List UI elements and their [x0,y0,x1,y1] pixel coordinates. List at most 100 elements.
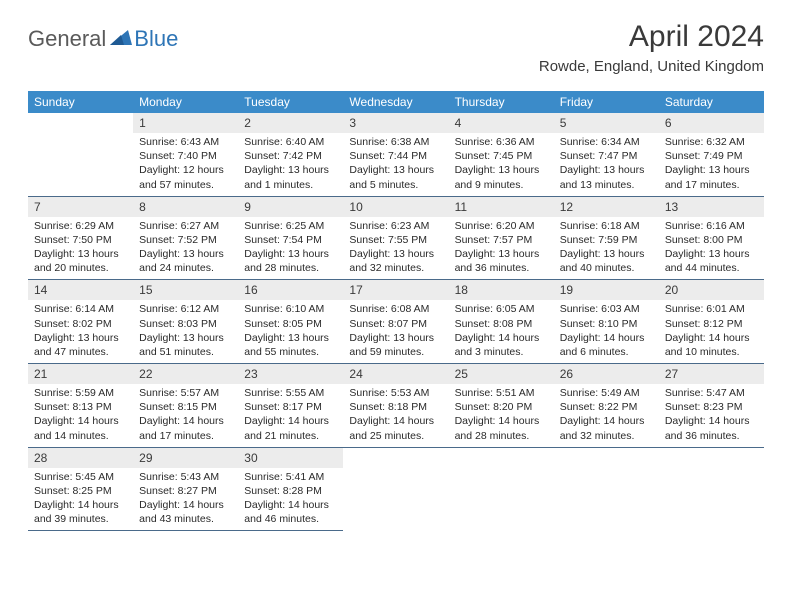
calendar-cell: 12Sunrise: 6:18 AMSunset: 7:59 PMDayligh… [554,197,659,281]
cell-date: 10 [343,197,448,217]
calendar-cell: 23Sunrise: 5:55 AMSunset: 8:17 PMDayligh… [238,364,343,448]
sunset-text: Sunset: 8:00 PM [665,233,758,247]
cell-body: Sunrise: 6:01 AMSunset: 8:12 PMDaylight:… [659,300,764,363]
cell-body: Sunrise: 5:43 AMSunset: 8:27 PMDaylight:… [133,468,238,531]
cell-date: 24 [343,364,448,384]
cell-body: Sunrise: 6:12 AMSunset: 8:03 PMDaylight:… [133,300,238,363]
daylight-text: Daylight: 13 hours and 32 minutes. [349,247,442,275]
day-headers-row: SundayMondayTuesdayWednesdayThursdayFrid… [28,91,764,113]
daylight-text: Daylight: 13 hours and 51 minutes. [139,331,232,359]
sunset-text: Sunset: 8:23 PM [665,400,758,414]
daylight-text: Daylight: 13 hours and 44 minutes. [665,247,758,275]
daylight-text: Daylight: 14 hours and 3 minutes. [455,331,548,359]
sunrise-text: Sunrise: 6:18 AM [560,219,653,233]
header: General Blue April 2024 Rowde, England, … [0,0,792,83]
brand-triangle-icon [110,27,132,52]
sunrise-text: Sunrise: 5:43 AM [139,470,232,484]
calendar-cell: 28Sunrise: 5:45 AMSunset: 8:25 PMDayligh… [28,448,133,532]
daylight-text: Daylight: 14 hours and 14 minutes. [34,414,127,442]
calendar-cell: 26Sunrise: 5:49 AMSunset: 8:22 PMDayligh… [554,364,659,448]
sunrise-text: Sunrise: 6:25 AM [244,219,337,233]
sunrise-text: Sunrise: 6:34 AM [560,135,653,149]
day-header: Saturday [659,91,764,113]
sunrise-text: Sunrise: 6:03 AM [560,302,653,316]
cell-body: Sunrise: 6:38 AMSunset: 7:44 PMDaylight:… [343,133,448,196]
cell-date: 8 [133,197,238,217]
cell-date: 9 [238,197,343,217]
calendar-cell: 9Sunrise: 6:25 AMSunset: 7:54 PMDaylight… [238,197,343,281]
cell-date: 18 [449,280,554,300]
cell-body: Sunrise: 5:57 AMSunset: 8:15 PMDaylight:… [133,384,238,447]
calendar-cell: 21Sunrise: 5:59 AMSunset: 8:13 PMDayligh… [28,364,133,448]
cell-body: Sunrise: 6:20 AMSunset: 7:57 PMDaylight:… [449,217,554,280]
cell-body: Sunrise: 5:55 AMSunset: 8:17 PMDaylight:… [238,384,343,447]
calendar-cell: 6Sunrise: 6:32 AMSunset: 7:49 PMDaylight… [659,113,764,197]
cell-date: 30 [238,448,343,468]
sunrise-text: Sunrise: 6:20 AM [455,219,548,233]
calendar-cell: 15Sunrise: 6:12 AMSunset: 8:03 PMDayligh… [133,280,238,364]
calendar-cell: 17Sunrise: 6:08 AMSunset: 8:07 PMDayligh… [343,280,448,364]
cell-date: 16 [238,280,343,300]
daylight-text: Daylight: 13 hours and 20 minutes. [34,247,127,275]
cell-body: Sunrise: 5:49 AMSunset: 8:22 PMDaylight:… [554,384,659,447]
cell-body: Sunrise: 6:25 AMSunset: 7:54 PMDaylight:… [238,217,343,280]
daylight-text: Daylight: 13 hours and 5 minutes. [349,163,442,191]
sunset-text: Sunset: 8:22 PM [560,400,653,414]
daylight-text: Daylight: 13 hours and 40 minutes. [560,247,653,275]
sunset-text: Sunset: 8:27 PM [139,484,232,498]
cell-body: Sunrise: 6:18 AMSunset: 7:59 PMDaylight:… [554,217,659,280]
calendar-cell: 20Sunrise: 6:01 AMSunset: 8:12 PMDayligh… [659,280,764,364]
day-header: Wednesday [343,91,448,113]
daylight-text: Daylight: 13 hours and 36 minutes. [455,247,548,275]
calendar-cell: 3Sunrise: 6:38 AMSunset: 7:44 PMDaylight… [343,113,448,197]
sunset-text: Sunset: 8:02 PM [34,317,127,331]
calendar-cell: 30Sunrise: 5:41 AMSunset: 8:28 PMDayligh… [238,448,343,532]
cell-body: Sunrise: 6:34 AMSunset: 7:47 PMDaylight:… [554,133,659,196]
cell-date: 11 [449,197,554,217]
cell-date: 3 [343,113,448,133]
sunset-text: Sunset: 7:45 PM [455,149,548,163]
sunset-text: Sunset: 7:52 PM [139,233,232,247]
calendar-week: 14Sunrise: 6:14 AMSunset: 8:02 PMDayligh… [28,280,764,364]
calendar-cell [659,448,764,532]
daylight-text: Daylight: 14 hours and 43 minutes. [139,498,232,526]
daylight-text: Daylight: 14 hours and 39 minutes. [34,498,127,526]
calendar-cell: 18Sunrise: 6:05 AMSunset: 8:08 PMDayligh… [449,280,554,364]
calendar-cell: 2Sunrise: 6:40 AMSunset: 7:42 PMDaylight… [238,113,343,197]
calendar-cell: 7Sunrise: 6:29 AMSunset: 7:50 PMDaylight… [28,197,133,281]
sunrise-text: Sunrise: 6:12 AM [139,302,232,316]
cell-body: Sunrise: 6:10 AMSunset: 8:05 PMDaylight:… [238,300,343,363]
cell-date: 14 [28,280,133,300]
day-header: Thursday [449,91,554,113]
sunset-text: Sunset: 7:57 PM [455,233,548,247]
cell-date: 29 [133,448,238,468]
sunset-text: Sunset: 7:50 PM [34,233,127,247]
daylight-text: Daylight: 14 hours and 6 minutes. [560,331,653,359]
sunrise-text: Sunrise: 5:49 AM [560,386,653,400]
cell-date [28,113,133,119]
sunset-text: Sunset: 7:55 PM [349,233,442,247]
cell-date: 26 [554,364,659,384]
calendar-cell: 11Sunrise: 6:20 AMSunset: 7:57 PMDayligh… [449,197,554,281]
sunrise-text: Sunrise: 6:43 AM [139,135,232,149]
cell-date: 5 [554,113,659,133]
cell-date [659,448,764,454]
sunrise-text: Sunrise: 5:47 AM [665,386,758,400]
sunrise-text: Sunrise: 6:14 AM [34,302,127,316]
daylight-text: Daylight: 14 hours and 28 minutes. [455,414,548,442]
calendar-week: 28Sunrise: 5:45 AMSunset: 8:25 PMDayligh… [28,448,764,532]
cell-body: Sunrise: 5:51 AMSunset: 8:20 PMDaylight:… [449,384,554,447]
calendar-week: 7Sunrise: 6:29 AMSunset: 7:50 PMDaylight… [28,197,764,281]
sunset-text: Sunset: 8:28 PM [244,484,337,498]
calendar-cell [28,113,133,197]
cell-date [449,448,554,454]
cell-date: 13 [659,197,764,217]
daylight-text: Daylight: 13 hours and 9 minutes. [455,163,548,191]
daylight-text: Daylight: 14 hours and 25 minutes. [349,414,442,442]
daylight-text: Daylight: 13 hours and 47 minutes. [34,331,127,359]
day-header: Tuesday [238,91,343,113]
daylight-text: Daylight: 14 hours and 32 minutes. [560,414,653,442]
calendar-cell: 14 Sunrise: 6:14 AMSunset: 8:02 PMDayligh… [28,280,133,364]
calendar-cell: 25Sunrise: 5:51 AMSunset: 8:20 PMDayligh… [449,364,554,448]
cell-date [343,448,448,454]
